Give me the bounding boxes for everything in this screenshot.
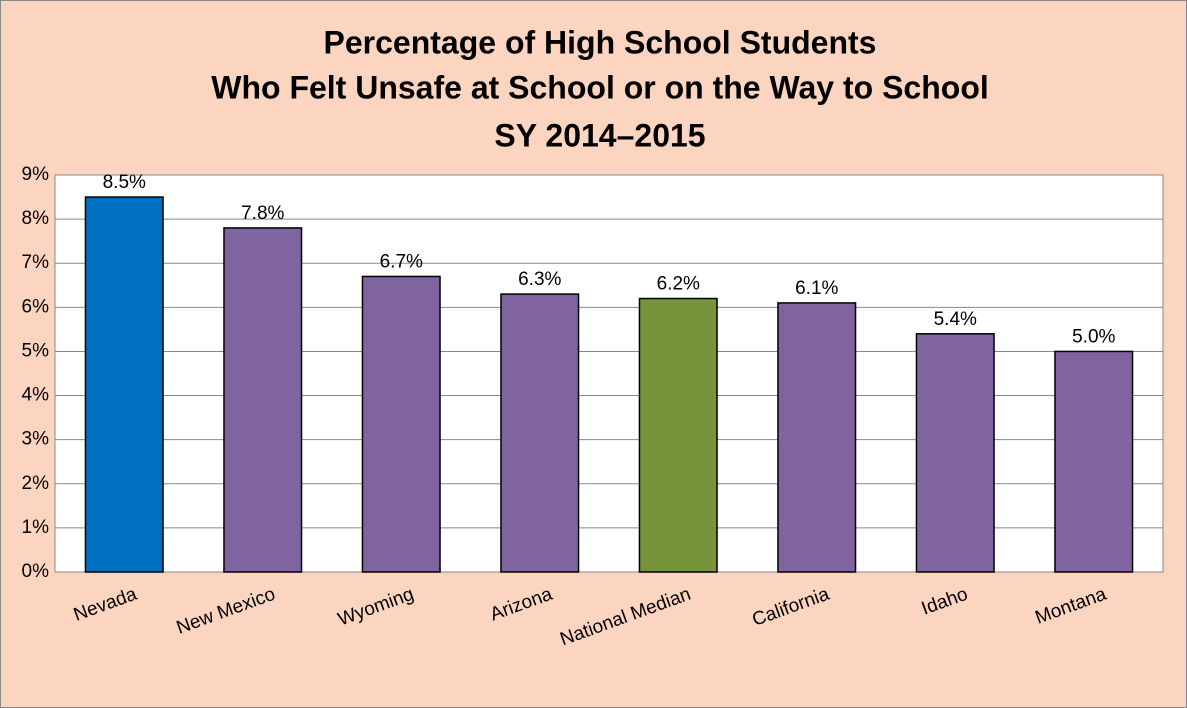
chart-title: Who Felt Unsafe at School or on the Way … (211, 69, 989, 105)
value-label: 5.0% (1072, 326, 1115, 347)
value-label: 7.8% (241, 203, 284, 224)
bar (1054, 350, 1134, 573)
value-label: 6.3% (518, 269, 561, 290)
y-tick-label: 4% (22, 385, 50, 406)
bar (361, 275, 441, 573)
y-tick-label: 9% (22, 164, 50, 185)
value-label: 5.4% (934, 309, 977, 330)
y-tick-label: 5% (22, 340, 50, 361)
bar (777, 302, 857, 573)
chart-title: SY 2014–2015 (494, 117, 705, 153)
y-tick-label: 0% (22, 561, 50, 582)
bar (84, 196, 164, 573)
value-label: 8.5% (103, 172, 146, 193)
y-tick-label: 8% (22, 208, 50, 229)
bar (638, 297, 718, 573)
y-tick-label: 7% (22, 252, 50, 273)
y-tick-label: 3% (22, 429, 50, 450)
value-label: 6.7% (380, 251, 423, 272)
plot-area (54, 174, 1164, 573)
value-label: 6.1% (795, 278, 838, 299)
bar (223, 227, 303, 573)
bar (915, 333, 995, 573)
y-tick-label: 6% (22, 296, 50, 317)
chart-title: Percentage of High School Students (324, 24, 877, 60)
y-tick-label: 1% (22, 517, 50, 538)
value-label: 6.2% (657, 274, 700, 295)
y-tick-label: 2% (22, 473, 50, 494)
bar (500, 293, 580, 573)
